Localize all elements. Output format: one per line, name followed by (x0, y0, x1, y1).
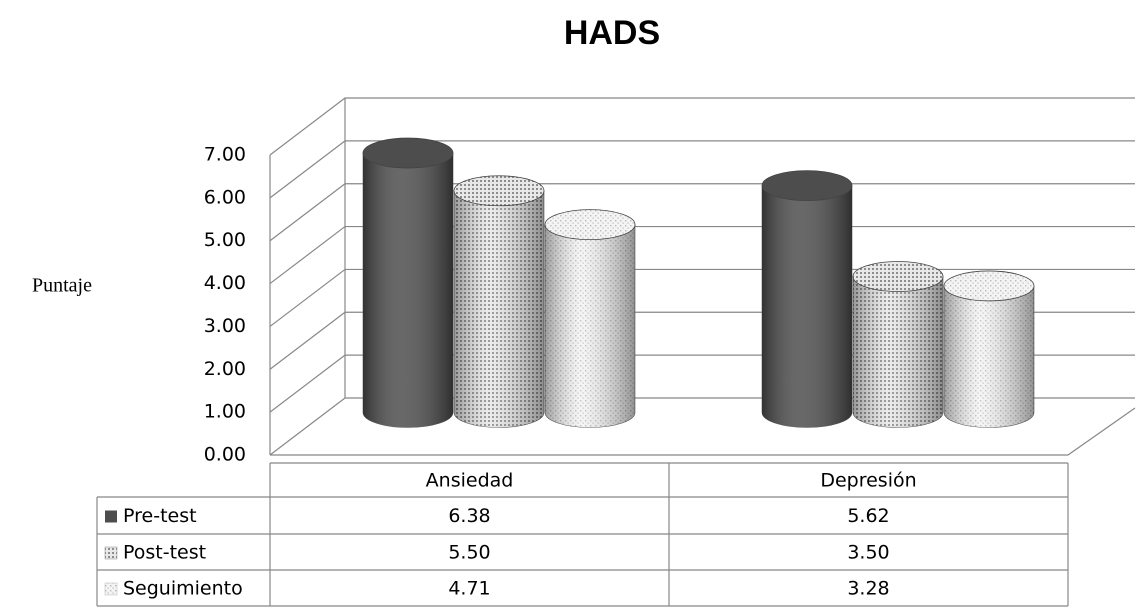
legend-swatch (105, 510, 117, 523)
bar-shade (454, 190, 544, 428)
bar-shade (853, 276, 943, 428)
legend-label: Seguimiento (123, 578, 243, 600)
bar (761, 170, 853, 428)
bar-top (544, 209, 636, 241)
data-table-value: 5.50 (448, 542, 490, 564)
bar-shade (545, 224, 635, 428)
legend-label: Pre-test (123, 505, 197, 527)
bar (362, 137, 454, 428)
y-tick-label: 6.00 (204, 186, 246, 208)
y-tick-label: 0.00 (204, 444, 246, 466)
bar-shade (762, 185, 852, 428)
bar-top (362, 137, 454, 169)
bar-top (943, 270, 1035, 302)
data-table-value: 6.38 (448, 505, 490, 527)
floor-edge (270, 407, 1136, 456)
data-table-value: 4.71 (448, 578, 490, 600)
bar (453, 175, 545, 428)
legend-swatch (104, 582, 118, 596)
bar-shade (363, 153, 453, 428)
bar (943, 270, 1035, 428)
data-table-value: 3.28 (847, 578, 889, 600)
y-tick-label: 5.00 (204, 229, 246, 251)
y-tick-label: 2.00 (204, 358, 246, 380)
category-label: Ansiedad (426, 470, 514, 492)
y-tick-label: 4.00 (204, 272, 246, 294)
y-tick-label: 3.00 (204, 315, 246, 337)
data-table-value: 3.50 (847, 542, 889, 564)
chart-title: HADS (564, 14, 660, 52)
bar-shade (944, 285, 1034, 428)
legend-label: Post-test (123, 542, 206, 564)
bar-top (761, 170, 853, 202)
bar (852, 261, 944, 428)
legend-swatch (104, 546, 118, 560)
y-tick-label: 1.00 (204, 401, 246, 423)
y-axis-label: Puntaje (32, 275, 92, 297)
data-table-value: 5.62 (847, 505, 889, 527)
category-label: Depresión (820, 470, 916, 492)
bar-top (453, 175, 545, 207)
y-tick-label: 7.00 (204, 144, 246, 166)
bar-top (852, 261, 944, 292)
bar (544, 209, 636, 428)
